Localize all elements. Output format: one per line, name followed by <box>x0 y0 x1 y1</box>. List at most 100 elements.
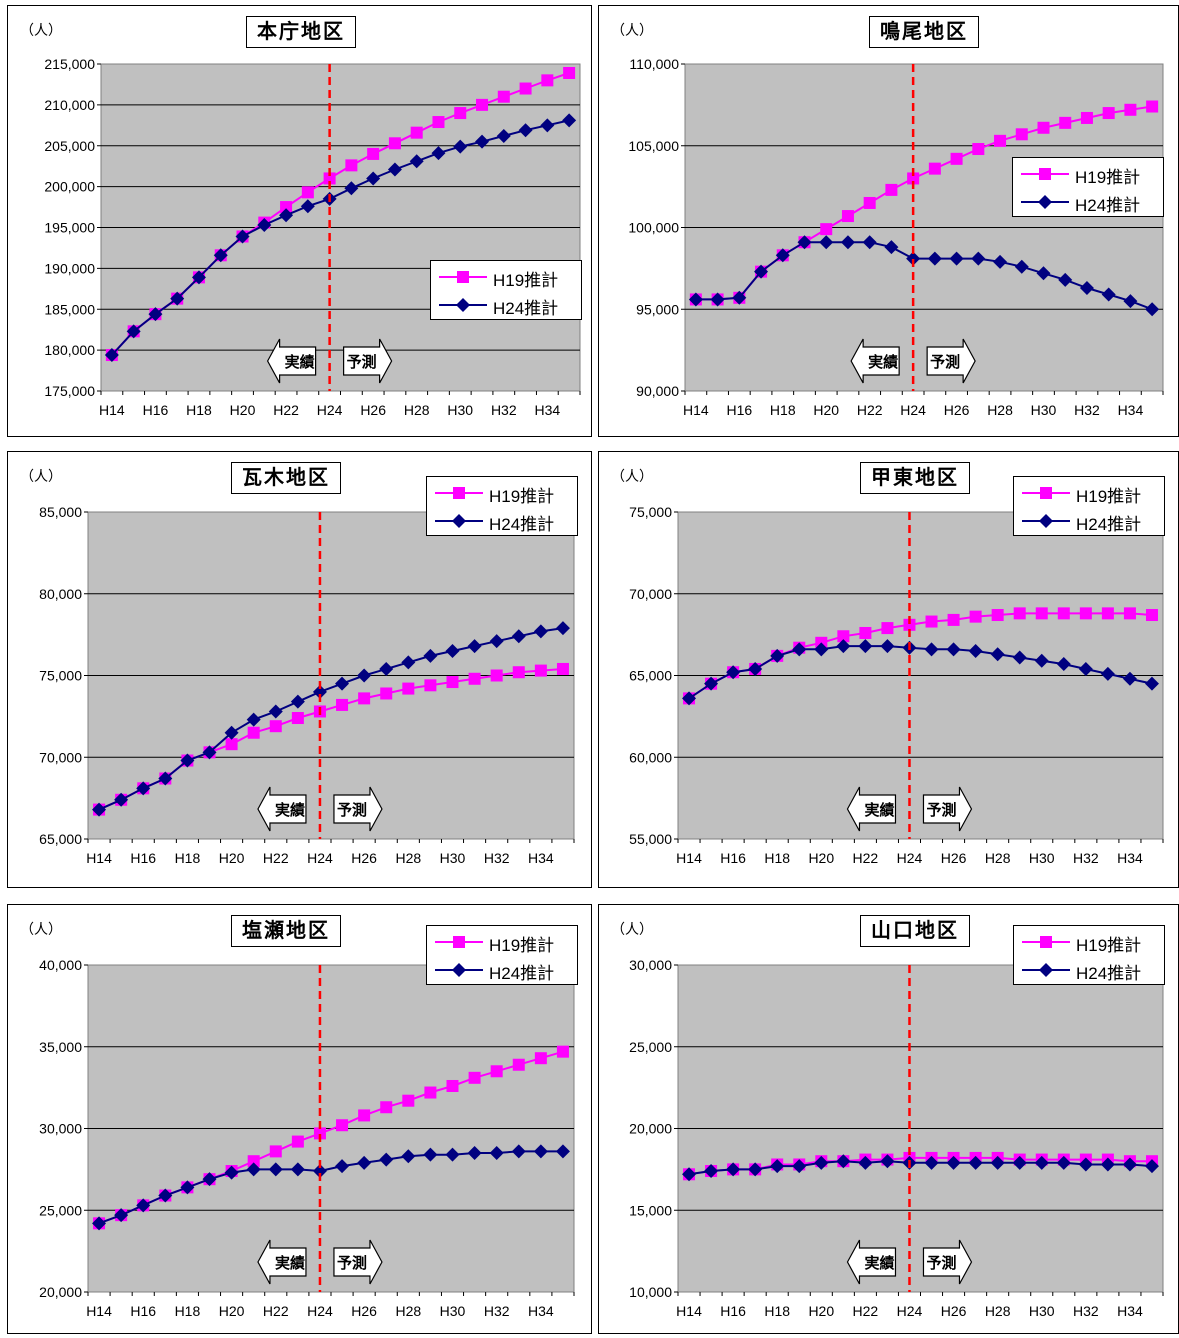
point-h24 <box>754 264 769 279</box>
point-h24 <box>688 292 703 307</box>
x-tick-label: H26 <box>351 1303 377 1319</box>
actual-label: 実績 <box>275 801 305 819</box>
point-h19 <box>947 613 960 626</box>
y-tick-label: 55,000 <box>629 831 672 847</box>
y-tick-label: 200,000 <box>44 179 95 195</box>
forecast-arrow <box>333 786 383 832</box>
legend-square-icon <box>457 271 469 283</box>
point-h24 <box>290 1162 305 1177</box>
point-h19 <box>534 664 547 677</box>
legend-square-icon <box>1039 168 1051 180</box>
x-tick-label: H28 <box>985 1303 1011 1319</box>
point-h24 <box>946 1155 961 1170</box>
point-h24 <box>114 792 129 807</box>
x-tick-label: H32 <box>491 402 517 418</box>
chart-svg: 20,000 25,000 30,000 35,000 40,000 H14 H16 H18 H… <box>39 957 575 1319</box>
x-tick-label: H16 <box>726 402 752 418</box>
x-tick-label: H14 <box>683 402 709 418</box>
point-h19 <box>225 738 238 751</box>
x-tick-label: H24 <box>307 850 333 866</box>
point-h19 <box>402 1094 415 1107</box>
y-tick-label: 65,000 <box>629 668 672 684</box>
point-h19 <box>1146 100 1159 113</box>
actual-label: 実績 <box>868 353 898 371</box>
legend-label: H19推計 <box>493 271 559 290</box>
point-h24 <box>1144 676 1159 691</box>
x-tick-label: H28 <box>404 402 430 418</box>
chart-svg: 65,000 70,000 75,000 80,000 85,000 H14 H16 H18 H… <box>39 504 575 866</box>
point-h19 <box>490 669 503 682</box>
point-h24 <box>732 290 747 305</box>
actual-label: 実績 <box>864 801 894 819</box>
series-line-h24 <box>111 119 570 356</box>
point-h19 <box>512 1058 525 1071</box>
x-tick-label: H14 <box>99 402 125 418</box>
x-tick-label: H22 <box>853 850 879 866</box>
point-h19 <box>247 1155 260 1168</box>
point-h19 <box>885 183 898 196</box>
series-line-h24 <box>98 1150 563 1225</box>
point-h19 <box>950 152 963 165</box>
point-h19 <box>991 609 1004 622</box>
point-h24 <box>836 1154 851 1169</box>
x-tick-label: H20 <box>813 402 839 418</box>
x-tick-label: H16 <box>130 1303 156 1319</box>
point-h19 <box>1035 607 1048 620</box>
point-h24 <box>968 643 983 658</box>
x-tick-label: H18 <box>175 850 201 866</box>
legend-diamond-icon <box>1039 963 1053 977</box>
point-h24 <box>202 1172 217 1187</box>
x-tick-label: H30 <box>440 850 466 866</box>
y-tick-label: 75,000 <box>39 668 82 684</box>
point-h19 <box>388 137 401 150</box>
point-h24 <box>993 254 1008 269</box>
x-tick-label: H26 <box>944 402 970 418</box>
y-tick-label: 65,000 <box>39 831 82 847</box>
point-h19 <box>269 720 282 733</box>
legend: H19推計 H24推計 <box>426 925 578 985</box>
point-h19 <box>410 126 423 139</box>
point-h24 <box>1012 1155 1027 1170</box>
point-h24 <box>180 1180 195 1195</box>
x-tick-label: H20 <box>219 850 245 866</box>
point-h19 <box>1080 111 1093 124</box>
point-h19 <box>424 1086 437 1099</box>
unit-label: （人） <box>611 468 653 484</box>
y-tick-label: 100,000 <box>628 220 679 236</box>
point-h24 <box>858 1155 873 1170</box>
point-h24 <box>819 235 834 250</box>
point-h24 <box>770 648 785 663</box>
chart-title: 瓦木地区 <box>231 462 341 494</box>
legend-label: H24推計 <box>489 515 555 534</box>
y-tick-label: 190,000 <box>44 260 95 276</box>
point-h24 <box>235 229 250 244</box>
point-h24 <box>136 1198 151 1213</box>
point-h24 <box>1144 1159 1159 1174</box>
point-h24 <box>1036 266 1051 281</box>
point-h24 <box>279 208 294 223</box>
chart-panel: 55,000 60,000 65,000 70,000 75,000 H14 H16 H18 H… <box>598 451 1179 888</box>
point-h24 <box>1100 666 1115 681</box>
point-h24 <box>792 642 807 657</box>
x-tick-label: H14 <box>86 850 112 866</box>
chart-title: 甲東地区 <box>860 462 970 494</box>
point-h19 <box>1101 607 1114 620</box>
point-h24 <box>290 694 305 709</box>
point-h24 <box>1034 1155 1049 1170</box>
point-h24 <box>1145 302 1160 317</box>
point-h24 <box>158 1188 173 1203</box>
point-h19 <box>881 622 894 635</box>
point-h24 <box>880 639 895 654</box>
actual-label: 実績 <box>864 1254 894 1272</box>
point-h19 <box>1013 607 1026 620</box>
point-h24 <box>379 661 394 676</box>
x-tick-label: H26 <box>941 850 967 866</box>
x-tick-label: H22 <box>853 1303 879 1319</box>
point-h24 <box>775 248 790 263</box>
chart-svg: 175,000 180,000 185,000 190,000 195,000 200,0… <box>44 56 581 418</box>
x-tick-label: H32 <box>1073 850 1099 866</box>
point-h19 <box>534 1052 547 1065</box>
x-tick-label: H24 <box>900 402 926 418</box>
x-tick-label: H30 <box>1029 850 1055 866</box>
legend: H19推計 H24推計 <box>426 476 578 536</box>
